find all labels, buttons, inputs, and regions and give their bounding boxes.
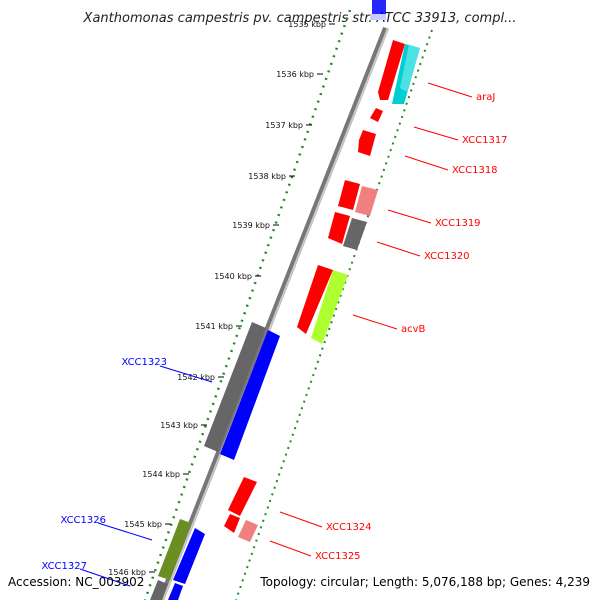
gene-block	[370, 14, 386, 20]
gene-block	[168, 583, 183, 600]
gene-label[interactable]: XCC1325	[315, 551, 361, 562]
gene-label-leader	[404, 155, 449, 171]
tick-label: 1539 kbp	[232, 221, 270, 230]
tick-label: 1541 kbp	[195, 322, 233, 331]
gene-block	[358, 130, 376, 156]
backbone-highlight	[162, 27, 389, 600]
gene-label[interactable]: araJ	[476, 92, 495, 103]
gene-labels: araJ XCC1317 XCC1318 XCC1319 XCC1320 acvB XCC1…	[41, 82, 508, 587]
gene-label-leader	[376, 241, 421, 257]
gene-block	[338, 180, 360, 210]
gene-label[interactable]: XCC1320	[424, 251, 470, 262]
tick-label: 1537 kbp	[265, 121, 303, 130]
tick-label: 1540 kbp	[214, 272, 252, 281]
gene-label[interactable]: acvB	[401, 324, 426, 335]
topology-text: Topology: circular; Length: 5,076,188 bp…	[259, 575, 590, 589]
gene-label[interactable]: XCC1327	[41, 561, 87, 572]
accession-text: Accession: NC_003902	[8, 575, 144, 589]
inner-tick-ring	[143, 9, 352, 600]
gene-block	[372, 0, 386, 16]
tick-label: 1543 kbp	[160, 421, 198, 430]
gene-label[interactable]: XCC1318	[452, 165, 498, 176]
backbone-track	[158, 26, 389, 600]
gene-label-leader	[387, 209, 432, 224]
tick-label: 1535 kbp	[288, 20, 326, 29]
gene-label-leader	[79, 568, 131, 587]
tick-label: 1546 kbp	[108, 568, 146, 577]
gene-label-leader	[269, 540, 312, 557]
gene-block	[343, 218, 367, 250]
gene-label[interactable]: XCC1319	[435, 218, 481, 229]
outer-tick-ring	[235, 29, 433, 600]
gene-block	[328, 212, 350, 244]
tick-label: 1544 kbp	[142, 470, 180, 479]
gene-label[interactable]: XCC1317	[462, 135, 508, 146]
gene-block	[204, 322, 266, 452]
gene-label-leader	[279, 511, 323, 528]
gene-block	[220, 330, 280, 460]
gene-label[interactable]: XCC1324	[326, 522, 372, 533]
gene-block	[238, 520, 258, 542]
gene-block	[355, 186, 378, 216]
gene-block	[228, 477, 257, 516]
gene-block	[158, 519, 191, 580]
gene-block	[311, 270, 348, 344]
tick-marks: 1535 kbp 1536 kbp 1537 kbp 1538 kbp 1539 kbp…	[108, 20, 335, 577]
gene-block	[378, 40, 405, 100]
gene-label-leader	[413, 126, 459, 141]
gene-label-leader	[427, 82, 473, 98]
gene-block	[400, 44, 420, 92]
gene-label-leader	[97, 522, 153, 541]
tick-label: 1538 kbp	[248, 172, 286, 181]
gene-block	[370, 108, 383, 122]
tick-label: 1536 kbp	[276, 70, 314, 79]
gene-label-leader	[352, 314, 398, 330]
tick-label: 1545 kbp	[124, 520, 162, 529]
gene-block	[173, 528, 205, 584]
gene-block	[224, 514, 240, 533]
gene-block	[297, 265, 333, 334]
map-title: Xanthomonas campestris pv. campestris st…	[83, 11, 517, 26]
gene-label[interactable]: XCC1326	[60, 515, 106, 526]
gene-block	[150, 580, 168, 600]
gene-label-leader	[159, 365, 213, 383]
gene-label[interactable]: XCC1323	[121, 357, 167, 368]
